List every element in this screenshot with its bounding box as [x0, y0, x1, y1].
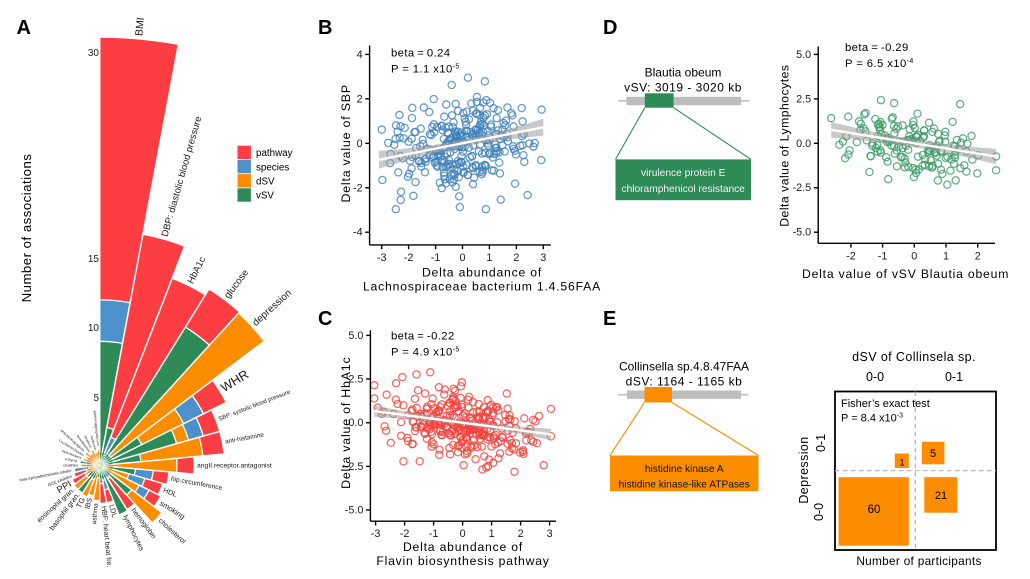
svg-text:HDL: HDL	[162, 487, 178, 499]
svg-text:BMI: BMI	[133, 17, 147, 37]
svg-text:Delta value of SBP: Delta value of SBP	[339, 84, 353, 202]
svg-text:60: 60	[868, 504, 881, 516]
svg-text:-2: -2	[404, 252, 414, 264]
svg-text:0: 0	[459, 252, 465, 264]
svg-text:beta = -0.29: beta = -0.29	[845, 42, 909, 54]
svg-text:-3: -3	[371, 528, 381, 540]
svg-text:2: 2	[513, 252, 519, 264]
svg-text:E: E	[603, 308, 616, 330]
svg-text:laxatives: laxatives	[83, 435, 93, 449]
svg-text:creatinine: creatinine	[63, 463, 78, 467]
svg-text:Fisher’s exact test: Fisher’s exact test	[841, 398, 930, 410]
svg-text:0: 0	[357, 138, 363, 150]
svg-text:Number of participants: Number of participants	[856, 554, 981, 568]
svg-text:3: 3	[540, 252, 546, 264]
svg-text:Delta abundance of: Delta abundance of	[403, 540, 523, 554]
svg-text:1: 1	[943, 250, 949, 262]
svg-text:a.thyrax: a.thyrax	[65, 457, 78, 463]
svg-text:Delta abundance of: Delta abundance of	[422, 266, 542, 280]
svg-text:1: 1	[486, 252, 492, 264]
svg-text:D: D	[603, 17, 617, 39]
svg-text:-1: -1	[429, 528, 439, 540]
svg-text:dSV of Collinsela sp.: dSV of Collinsela sp.	[852, 350, 976, 364]
svg-text:Delta value of Lymphocytes: Delta value of Lymphocytes	[778, 64, 792, 226]
svg-text:-2: -2	[400, 528, 410, 540]
svg-text:21: 21	[935, 490, 947, 502]
svg-text:-5.0: -5.0	[345, 505, 364, 517]
svg-text:2: 2	[357, 93, 363, 105]
svg-text:Blautia obeum: Blautia obeum	[645, 66, 722, 80]
svg-text:histidine kinase-like ATPases: histidine kinase-like ATPases	[619, 480, 750, 491]
svg-text:histidine kinase A: histidine kinase A	[645, 464, 724, 475]
svg-text:Collinsella sp.4.8.47FAA: Collinsella sp.4.8.47FAA	[619, 360, 749, 374]
svg-text:vSV: 3019 - 3020 kb: vSV: 3019 - 3020 kb	[624, 81, 742, 95]
svg-text:angII.receptor.antagonist: angII.receptor.antagonist	[197, 462, 272, 469]
svg-text:Delta value of HbA1c: Delta value of HbA1c	[339, 356, 353, 488]
svg-text:beta.blockers: beta.blockers	[62, 449, 83, 460]
svg-text:15: 15	[88, 254, 100, 265]
svg-text:Lachnospiraceae bacterium 1.4.: Lachnospiraceae bacterium 1.4.56FAA	[363, 280, 601, 294]
svg-text:-2: -2	[846, 250, 856, 262]
svg-text:Depression: Depression	[797, 436, 811, 503]
svg-text:P = 8.4 x10-3: P = 8.4 x10-3	[841, 413, 903, 425]
svg-text:P = 1.1 x10-5: P = 1.1 x10-5	[391, 64, 460, 76]
svg-text:asthma: asthma	[91, 503, 100, 525]
svg-text:2.5: 2.5	[348, 374, 363, 386]
svg-text:-2.5: -2.5	[793, 182, 812, 194]
svg-text:platelet.aggregation.inh.: platelet.aggregation.inh.	[93, 411, 100, 447]
svg-text:5: 5	[930, 448, 936, 460]
svg-text:0-0: 0-0	[866, 370, 884, 384]
svg-text:10: 10	[88, 323, 100, 334]
svg-text:A: A	[17, 17, 31, 39]
svg-text:0-1: 0-1	[945, 370, 963, 384]
svg-text:B: B	[318, 17, 332, 39]
svg-text:Flavin biosynthesis pathway: Flavin biosynthesis pathway	[376, 554, 549, 568]
svg-text:species: species	[256, 162, 289, 173]
svg-text:2: 2	[975, 250, 981, 262]
svg-text:2: 2	[518, 528, 524, 540]
svg-text:-5.0: -5.0	[793, 227, 812, 239]
svg-text:3: 3	[547, 528, 553, 540]
svg-text:-3: -3	[377, 252, 387, 264]
svg-text:C: C	[318, 308, 332, 330]
svg-text:0.0: 0.0	[348, 417, 363, 429]
svg-text:-2.5: -2.5	[345, 461, 364, 473]
svg-text:chloramphenicol resistance: chloramphenicol resistance	[621, 184, 745, 195]
svg-text:30: 30	[88, 48, 100, 59]
svg-text:0-1: 0-1	[814, 434, 828, 452]
svg-text:pathway: pathway	[256, 148, 293, 159]
svg-text:Delta value of vSV Blautia obe: Delta value of vSV Blautia obeum	[802, 267, 1009, 281]
svg-text:P = 6.5 x10-4: P = 6.5 x10-4	[845, 58, 914, 70]
svg-text:2.5: 2.5	[796, 93, 811, 105]
svg-text:-2: -2	[353, 182, 363, 194]
svg-text:0: 0	[911, 250, 917, 262]
svg-text:LDL: LDL	[107, 503, 119, 518]
svg-text:dSV: dSV	[256, 177, 275, 188]
svg-text:0: 0	[460, 528, 466, 540]
svg-text:virulence protein E: virulence protein E	[641, 168, 726, 179]
svg-text:0-0: 0-0	[812, 503, 826, 521]
svg-text:Number of associations: Number of associations	[19, 154, 34, 303]
svg-text:-1: -1	[431, 252, 441, 264]
svg-text:-1: -1	[878, 250, 888, 262]
svg-text:1: 1	[899, 458, 904, 468]
svg-text:P = 4.9 x10-5: P = 4.9 x10-5	[391, 347, 460, 359]
svg-text:TG: TG	[74, 496, 87, 509]
svg-text:IBS: IBS	[84, 497, 94, 510]
svg-text:vSV: vSV	[256, 191, 274, 202]
svg-text:beta = -0.22: beta = -0.22	[391, 331, 455, 343]
svg-text:1: 1	[489, 528, 495, 540]
svg-text:4: 4	[357, 49, 363, 61]
svg-text:dSV: 1164 - 1165 kb: dSV: 1164 - 1165 kb	[626, 375, 743, 389]
svg-text:-4: -4	[353, 227, 363, 239]
svg-text:beta = 0.24: beta = 0.24	[391, 48, 451, 60]
svg-text:5.0: 5.0	[348, 330, 363, 342]
svg-text:0.0: 0.0	[796, 138, 811, 150]
svg-text:5: 5	[93, 393, 99, 404]
svg-text:metformin: metformin	[89, 435, 97, 451]
svg-text:5.0: 5.0	[796, 49, 811, 61]
